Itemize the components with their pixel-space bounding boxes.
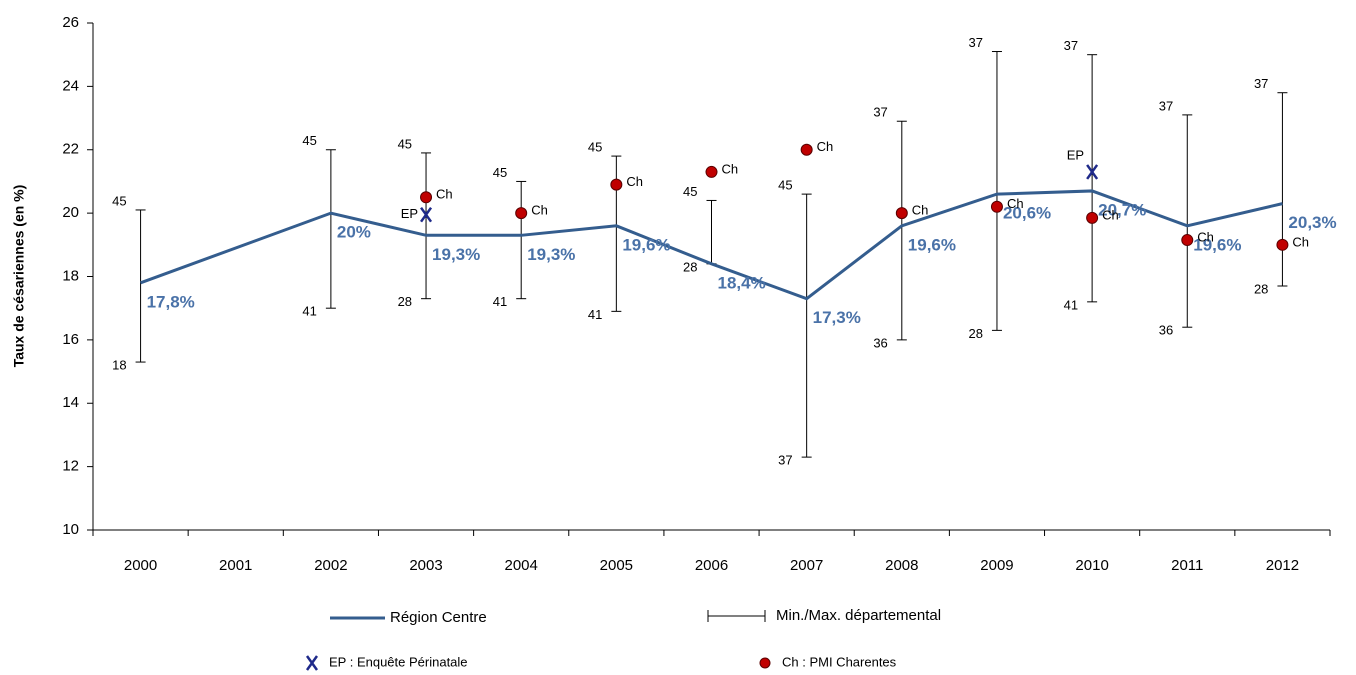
min-label: 41 (302, 304, 316, 319)
max-label: 37 (1254, 76, 1268, 91)
x-tick-label: 2000 (124, 557, 157, 574)
value-label: 19,6% (1193, 235, 1241, 254)
x-tick-label: 2012 (1266, 557, 1299, 574)
max-label: 37 (1159, 98, 1173, 113)
y-tick-label: 10 (62, 521, 79, 538)
y-tick-label: 18 (62, 267, 79, 284)
point-label: Ch (1007, 196, 1024, 211)
min-label: 36 (873, 335, 887, 350)
point-dot (705, 165, 718, 178)
point-label: EP (1067, 147, 1084, 162)
legend-label: Ch : PMI Charentes (782, 654, 897, 669)
y-tick-label: 20 (62, 204, 79, 221)
value-label: 19,3% (432, 245, 480, 264)
max-label: 45 (302, 133, 316, 148)
point-label: Ch (436, 187, 453, 202)
point-dot (420, 191, 433, 204)
y-tick-label: 26 (62, 14, 79, 31)
legend-dot (759, 657, 771, 669)
max-label: 45 (778, 178, 792, 193)
point-label: Ch (722, 161, 739, 176)
y-tick-label: 14 (62, 394, 79, 411)
point-label: Ch (817, 139, 834, 154)
x-tick-label: 2006 (695, 557, 728, 574)
x-tick-label: 2010 (1075, 557, 1108, 574)
min-label: 37 (778, 453, 792, 468)
max-label: 37 (873, 105, 887, 120)
point-dot (1086, 211, 1099, 224)
point-label: Ch (1102, 207, 1119, 222)
min-label: 41 (588, 307, 602, 322)
max-label: 37 (968, 35, 982, 50)
point-x (1086, 164, 1099, 180)
point-dot (1276, 238, 1289, 251)
x-tick-label: 2002 (314, 557, 347, 574)
point-label: Ch (1197, 229, 1214, 244)
value-label: 17,3% (813, 308, 861, 327)
x-tick-label: 2005 (600, 557, 633, 574)
value-label: 17,8% (147, 292, 195, 311)
x-tick-label: 2004 (505, 557, 538, 574)
y-tick-label: 12 (62, 458, 79, 475)
legend-label: Région Centre (390, 609, 487, 626)
min-label: 28 (968, 326, 982, 341)
value-label: 19,3% (527, 245, 575, 264)
point-dot (895, 207, 908, 220)
min-label: 18 (112, 357, 126, 372)
value-label: 20,6% (1003, 204, 1051, 223)
max-label: 45 (683, 184, 697, 199)
point-dot (515, 207, 528, 220)
max-label: 45 (112, 193, 126, 208)
x-tick-label: 2003 (409, 557, 442, 574)
point-label: Ch (626, 174, 643, 189)
legend-x (305, 655, 319, 671)
max-label: 45 (398, 136, 412, 151)
value-label: 19,6% (622, 235, 670, 254)
min-label: 41 (1064, 297, 1078, 312)
x-tick-label: 2008 (885, 557, 918, 574)
point-dot (610, 178, 623, 191)
max-label: 37 (1064, 38, 1078, 53)
legend-label: EP : Enquête Périnatale (329, 654, 468, 669)
min-label: 36 (1159, 323, 1173, 338)
min-label: 41 (493, 294, 507, 309)
min-label: 28 (1254, 281, 1268, 296)
point-label: Ch (531, 203, 548, 218)
point-label: Ch (912, 203, 929, 218)
point-label: Ch (1292, 234, 1309, 249)
value-label: 19,6% (908, 235, 956, 254)
x-tick-label: 2007 (790, 557, 823, 574)
value-label: 20% (337, 223, 371, 242)
max-label: 45 (588, 140, 602, 155)
value-label: 20,7% (1098, 200, 1146, 219)
value-label: 18,4% (718, 273, 766, 292)
x-tick-label: 2009 (980, 557, 1013, 574)
series-line (140, 189, 1283, 301)
min-label: 28 (683, 259, 697, 274)
y-tick-label: 22 (62, 141, 79, 158)
point-dot (990, 200, 1003, 213)
max-label: 45 (493, 165, 507, 180)
y-tick-label: 24 (62, 77, 79, 94)
y-tick-label: 16 (62, 331, 79, 348)
y-axis-label: Taux de césariennes (en %) (11, 185, 27, 368)
point-dot (800, 143, 813, 156)
point-x (420, 206, 433, 223)
point-dot (1181, 234, 1194, 247)
min-label: 28 (398, 294, 412, 309)
x-tick-label: 2011 (1171, 557, 1203, 574)
value-label: 20,3% (1288, 213, 1336, 232)
legend-label: Min./Max. départemental (776, 607, 941, 624)
point-label: EP (401, 206, 418, 221)
x-tick-label: 2001 (219, 557, 252, 574)
